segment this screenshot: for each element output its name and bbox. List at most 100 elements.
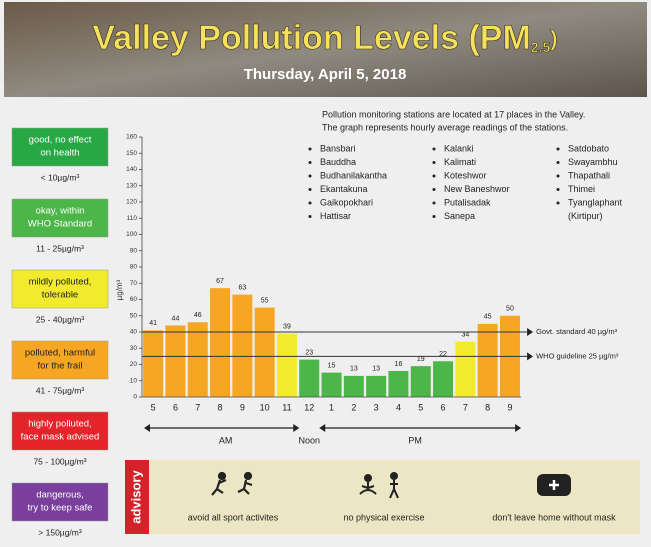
advisory-item: don't leave home without mask — [492, 512, 616, 522]
bullet — [309, 215, 312, 218]
x-tick-label: 8 — [218, 402, 223, 412]
legend-label: face mask advised — [21, 432, 100, 443]
y-tick-label: 90 — [130, 247, 138, 254]
legend-label: highly polluted, — [28, 419, 91, 430]
y-tick-label: 160 — [126, 134, 137, 141]
title-sub: 2.5 — [531, 39, 551, 55]
advisory-item: avoid all sport activites — [188, 512, 279, 522]
bullet — [557, 148, 560, 151]
x-tick-label: 4 — [396, 402, 401, 412]
bar — [165, 326, 185, 398]
title-close: ) — [550, 26, 557, 51]
station-name: Thapathali — [568, 170, 610, 180]
legend-range: 25 - 40µg/m³ — [36, 314, 85, 324]
mask-icon — [537, 474, 571, 496]
infographic: Valley Pollution Levels (PM2.5) Thursday… — [0, 0, 651, 547]
reference-label: Govt. standard 40 µg/m³ — [536, 327, 618, 336]
legend-range: > 150µg/m³ — [38, 527, 82, 537]
station-name: Swayambhu — [568, 157, 618, 167]
bar — [299, 360, 319, 397]
date: Thursday, April 5, 2018 — [244, 66, 407, 83]
bullet — [557, 188, 560, 191]
x-tick-label: 9 — [507, 402, 512, 412]
value-label: 67 — [216, 278, 224, 285]
stations-intro: The graph represents hourly average read… — [322, 122, 568, 132]
y-tick-label: 140 — [126, 166, 137, 173]
value-label: 34 — [461, 332, 469, 339]
period-label: PM — [408, 435, 422, 445]
y-tick-label: 40 — [130, 329, 138, 336]
station-name: Ekantakuna — [320, 184, 368, 194]
bullet — [309, 161, 312, 164]
legend-label: good, no effect — [29, 135, 92, 146]
bullet — [557, 202, 560, 205]
value-label: 16 — [395, 361, 403, 368]
bar — [188, 322, 208, 397]
bar — [322, 373, 342, 397]
station-name: Hattisar — [320, 211, 351, 221]
station-name: Gaikopokhari — [320, 197, 373, 207]
x-tick-label: 1 — [329, 402, 334, 412]
x-tick-label: 6 — [441, 402, 446, 412]
value-label: 13 — [372, 366, 380, 373]
bullet — [433, 148, 436, 151]
y-tick-label: 70 — [130, 280, 138, 287]
value-label: 50 — [506, 306, 514, 313]
y-tick-label: 110 — [127, 215, 138, 222]
legend-label: tolerable — [42, 290, 78, 301]
bar — [255, 308, 275, 397]
x-tick-label: 10 — [260, 402, 270, 412]
bar — [143, 330, 163, 397]
value-label: 23 — [305, 349, 313, 356]
bar — [411, 366, 431, 397]
station-name: Bansbari — [320, 143, 356, 153]
legend-label: dangerous, — [36, 490, 84, 501]
station-name: Kalimati — [444, 157, 476, 167]
y-tick-label: 50 — [130, 312, 138, 319]
bullet — [557, 175, 560, 178]
advisory-label: advisory — [128, 469, 143, 523]
station-name: (Kirtipur) — [568, 211, 603, 221]
value-label: 15 — [328, 362, 336, 369]
y-tick-label: 20 — [130, 361, 138, 368]
value-label: 39 — [283, 323, 291, 330]
station-name: Sanepa — [444, 211, 475, 221]
period-label: AM — [219, 435, 233, 445]
y-tick-label: 80 — [130, 264, 138, 271]
y-tick-label: 120 — [126, 199, 137, 206]
legend-range: < 10µg/m³ — [41, 172, 80, 182]
x-tick-label: 12 — [304, 402, 314, 412]
station-name: Satdobato — [568, 143, 609, 153]
bar — [455, 342, 475, 397]
period-label: Noon — [298, 435, 320, 445]
legend-range: 41 - 75µg/m³ — [36, 385, 85, 395]
legend-label: okay, within — [36, 206, 85, 217]
bullet — [433, 161, 436, 164]
value-label: 41 — [149, 320, 157, 327]
bar — [210, 288, 230, 397]
station-name: Bauddha — [320, 157, 356, 167]
bar — [433, 361, 453, 397]
reference-label: WHO guideline 25 µg/m³ — [536, 351, 619, 360]
legend-label: mildly polluted, — [29, 277, 92, 288]
bullet — [433, 202, 436, 205]
bar — [232, 295, 252, 397]
x-tick-label: 8 — [485, 402, 490, 412]
legend-label: polluted, harmful — [25, 348, 95, 359]
legend-label: for the frail — [38, 361, 83, 372]
station-name: New Baneshwor — [444, 184, 510, 194]
y-tick-label: 60 — [130, 296, 138, 303]
value-label: 19 — [417, 356, 425, 363]
bullet — [433, 175, 436, 178]
advisory-item: no physical exercise — [343, 512, 424, 522]
bar — [388, 371, 408, 397]
x-tick-label: 9 — [240, 402, 245, 412]
bullet — [309, 148, 312, 151]
station-name: Budhanilakantha — [320, 170, 387, 180]
x-tick-label: 3 — [374, 402, 379, 412]
y-tick-label: 10 — [130, 377, 138, 384]
value-label: 13 — [350, 366, 358, 373]
station-name: Tyanglaphant — [568, 197, 623, 207]
bullet — [557, 161, 560, 164]
legend-range: 11 - 25µg/m³ — [36, 243, 84, 253]
